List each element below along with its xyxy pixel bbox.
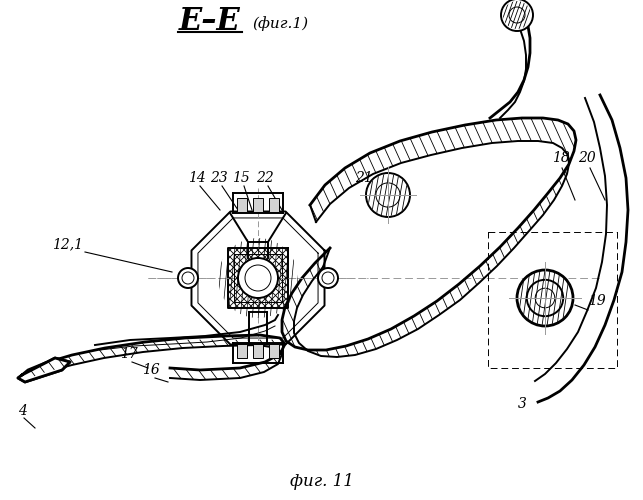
Bar <box>237 198 247 212</box>
Circle shape <box>501 0 533 31</box>
Circle shape <box>517 270 573 326</box>
Bar <box>269 344 279 358</box>
Text: 17: 17 <box>120 347 138 361</box>
Text: 14: 14 <box>188 171 206 185</box>
Text: 18: 18 <box>552 151 570 165</box>
Bar <box>269 198 279 212</box>
Circle shape <box>178 268 198 288</box>
Polygon shape <box>18 358 70 382</box>
Text: 4: 4 <box>18 404 27 418</box>
Circle shape <box>318 268 338 288</box>
Circle shape <box>366 173 410 217</box>
Text: 16: 16 <box>142 363 159 377</box>
Text: 22: 22 <box>256 171 274 185</box>
Text: 23: 23 <box>210 171 228 185</box>
Text: 3: 3 <box>518 397 527 411</box>
Text: 20: 20 <box>578 151 596 165</box>
Text: 19: 19 <box>588 294 606 308</box>
Circle shape <box>238 258 278 298</box>
Text: 12,1: 12,1 <box>52 237 83 251</box>
Text: 15: 15 <box>232 171 249 185</box>
Text: E–E: E–E <box>179 6 241 38</box>
Text: (фиг.1): (фиг.1) <box>252 16 308 32</box>
Bar <box>253 344 263 358</box>
Text: фиг. 11: фиг. 11 <box>290 474 354 490</box>
Bar <box>253 198 263 212</box>
Text: 21: 21 <box>355 171 373 185</box>
Bar <box>237 344 247 358</box>
